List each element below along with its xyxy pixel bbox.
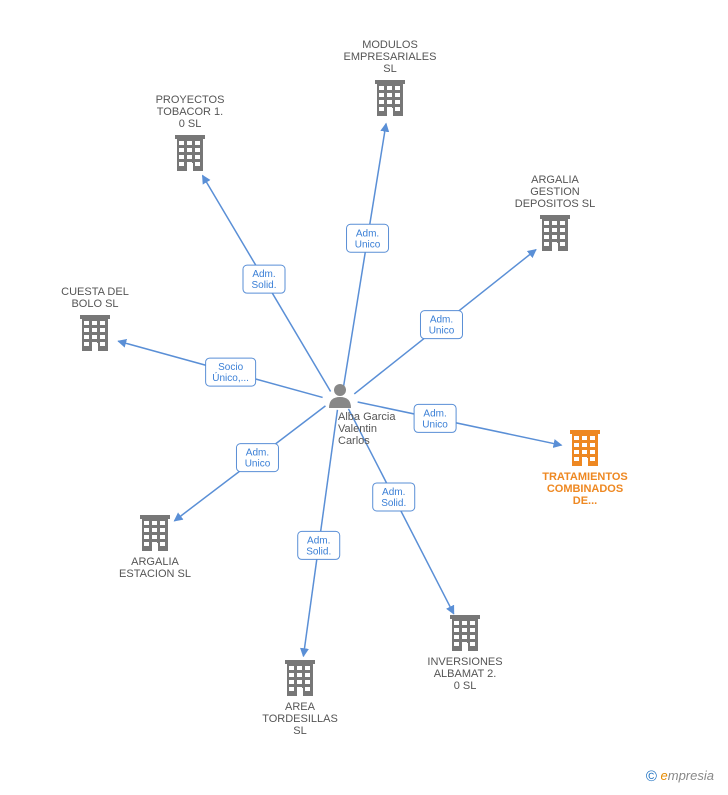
node-label-tratamientos: TRATAMIENTOSCOMBINADOSDE... bbox=[542, 471, 628, 507]
network-diagram: Adm.Solid. Adm.Unico Adm.Unico Adm.Unico Adm… bbox=[0, 0, 728, 795]
building-icon bbox=[140, 515, 170, 551]
node-label-argalia_estacion: ARGALIAESTACION SL bbox=[119, 556, 191, 580]
node-label-area_tordesillas: AREATORDESILLASSL bbox=[262, 701, 338, 737]
edge-badge-text-inversiones: Adm.Solid. bbox=[381, 487, 406, 509]
node-label-inversiones: INVERSIONESALBAMAT 2.0 SL bbox=[427, 656, 502, 692]
node-argalia_estacion[interactable]: ARGALIAESTACION SL bbox=[119, 515, 191, 580]
building-icon bbox=[285, 660, 315, 696]
node-label-cuesta: CUESTA DELBOLO SL bbox=[61, 286, 129, 310]
node-label-argalia_gestion: ARGALIAGESTIONDEPOSITOS SL bbox=[515, 174, 596, 210]
edge-badge-text-argalia_estacion: Adm.Unico bbox=[245, 448, 271, 470]
edge-tratamientos bbox=[358, 402, 562, 445]
edge-modulos bbox=[343, 124, 386, 390]
edge-badge-text-tratamientos: Adm.Unico bbox=[422, 408, 448, 430]
footer-attribution: © empresia bbox=[646, 768, 714, 785]
building-icon bbox=[80, 315, 110, 351]
node-label-modulos: MODULOSEMPRESARIALESSL bbox=[344, 39, 437, 75]
node-tratamientos[interactable]: TRATAMIENTOSCOMBINADOSDE... bbox=[542, 430, 628, 507]
brand-name: empresia bbox=[661, 768, 714, 783]
edge-badge-text-area_tordesillas: Adm.Solid. bbox=[306, 535, 331, 557]
node-proyectos[interactable]: PROYECTOSTOBACOR 1.0 SL bbox=[156, 94, 225, 171]
node-inversiones[interactable]: INVERSIONESALBAMAT 2.0 SL bbox=[427, 615, 502, 692]
building-icon bbox=[540, 215, 570, 251]
building-icon bbox=[375, 80, 405, 116]
edge-badge-text-proyectos: Adm.Solid. bbox=[251, 269, 276, 291]
node-label-proyectos: PROYECTOSTOBACOR 1.0 SL bbox=[156, 94, 225, 130]
node-area_tordesillas[interactable]: AREATORDESILLASSL bbox=[262, 660, 338, 737]
center-label: Alba GarciaValentinCarlos bbox=[338, 411, 396, 447]
center-person[interactable]: Alba GarciaValentinCarlos bbox=[329, 384, 396, 447]
copyright-symbol: © bbox=[646, 768, 657, 785]
person-icon bbox=[334, 384, 346, 396]
building-icon bbox=[450, 615, 480, 651]
building-icon bbox=[175, 135, 205, 171]
node-modulos[interactable]: MODULOSEMPRESARIALESSL bbox=[344, 39, 437, 116]
edge-badge-text-modulos: Adm.Unico bbox=[355, 228, 381, 250]
building-icon bbox=[570, 430, 600, 466]
edge-badge-text-argalia_gestion: Adm.Unico bbox=[429, 315, 455, 337]
node-argalia_gestion[interactable]: ARGALIAGESTIONDEPOSITOS SL bbox=[515, 174, 596, 251]
